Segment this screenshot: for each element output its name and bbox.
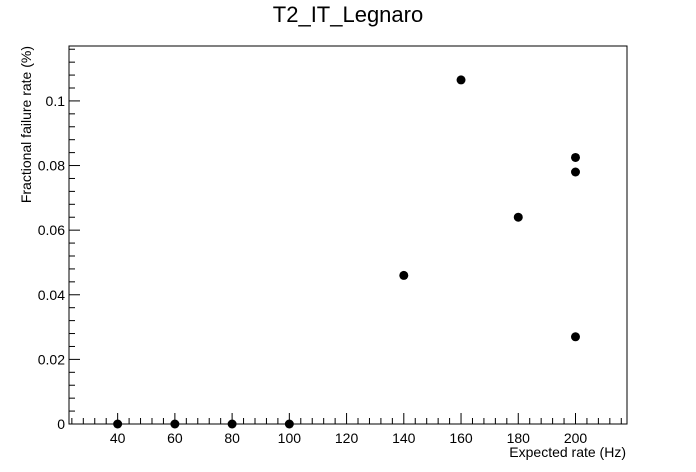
y-tick-label: 0.08 [38,158,65,174]
y-axis-label: Fractional failure rate (%) [18,46,34,203]
x-tick-label: 80 [224,430,240,446]
y-tick-label: 0.06 [38,222,65,238]
data-point [456,75,466,85]
data-point [570,167,580,177]
x-tick-label: 40 [110,430,126,446]
x-tick-label: 60 [167,430,183,446]
data-point [284,419,294,429]
data-points [113,75,580,429]
x-tick-label: 200 [564,430,588,446]
x-tick-label: 100 [278,430,302,446]
x-tick-label: 160 [449,430,473,446]
data-point [113,419,123,429]
x-axis: 40 60 80 100 120 140 160 180 200 [71,413,622,446]
y-tick-label: 0.04 [38,287,65,303]
data-point [570,152,580,162]
y-tick-label: 0 [57,416,65,432]
x-axis-label: Expected rate (Hz) [509,444,626,460]
y-axis: 0 0.02 0.04 0.06 0.08 0.1 [38,48,80,432]
data-point [570,332,580,342]
data-point [399,270,409,280]
y-tick-label: 0.02 [38,351,65,367]
data-point [513,212,523,222]
x-tick-label: 140 [392,430,416,446]
chart-title: T2_IT_Legnaro [273,2,423,27]
x-tick-label: 180 [507,430,531,446]
plot-frame [68,45,628,425]
x-tick-label: 120 [335,430,359,446]
data-point [227,419,237,429]
y-tick-label: 0.1 [46,93,66,109]
data-point [170,419,180,429]
